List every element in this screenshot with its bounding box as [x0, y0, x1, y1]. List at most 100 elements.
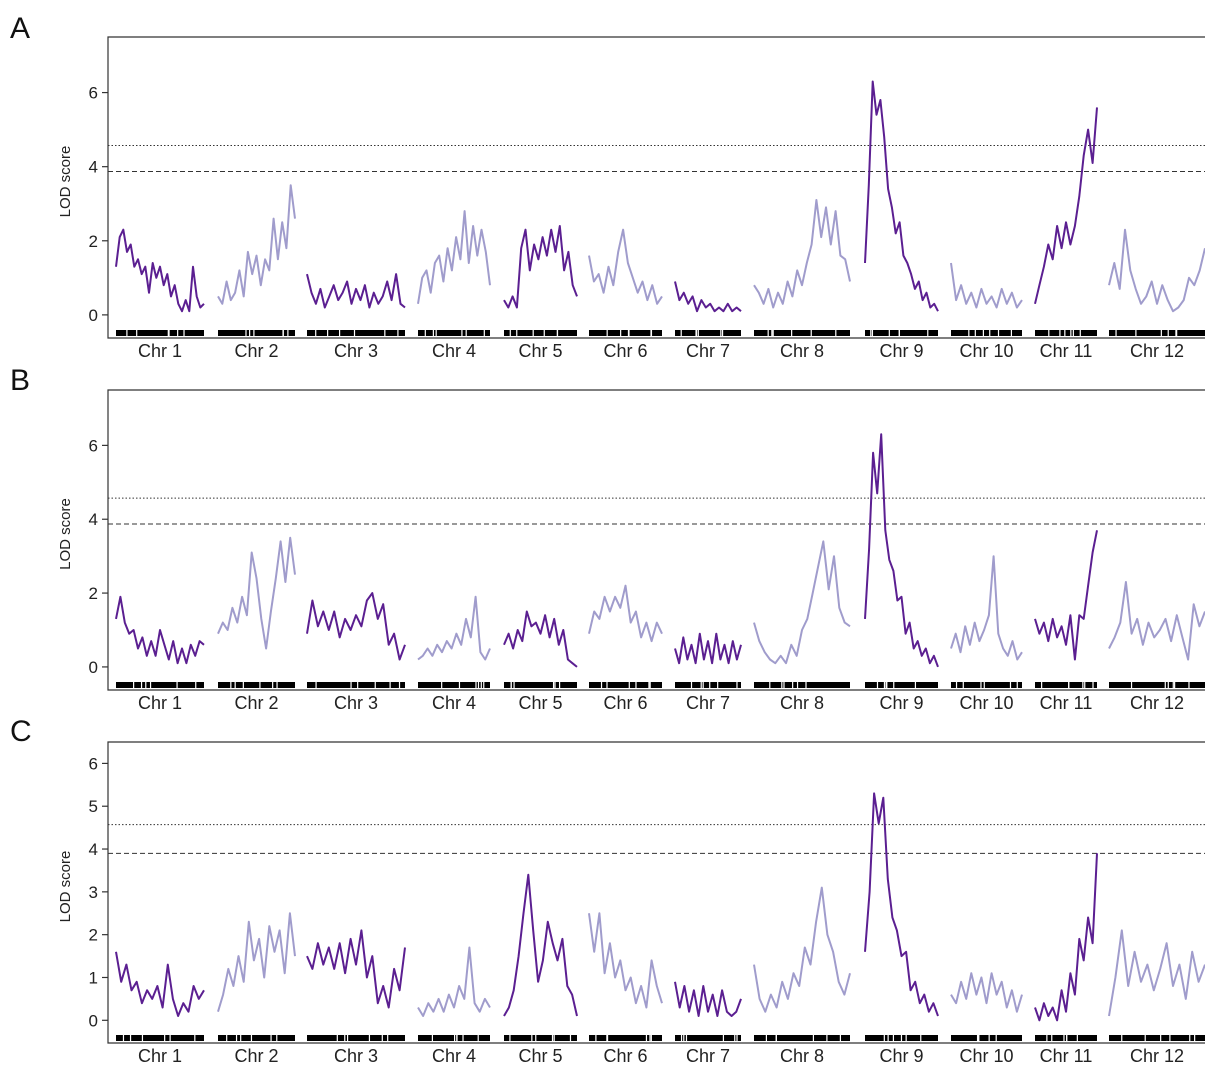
rug-gap	[805, 682, 807, 688]
rug-gap	[697, 330, 699, 336]
rug-gap	[680, 1035, 683, 1041]
rug-gap	[736, 1035, 738, 1041]
rug-gap	[1064, 330, 1066, 336]
rug-gap	[649, 682, 651, 688]
rug-gap	[1167, 330, 1169, 336]
rug-gap	[893, 682, 895, 688]
rug-gap	[982, 330, 984, 336]
plot-frame	[107, 389, 1205, 691]
rug-gap	[509, 330, 511, 336]
marker-rug-chr-4	[418, 330, 490, 336]
rug-gap	[791, 330, 793, 336]
lod-curve-chr-8	[753, 540, 851, 665]
rug-gap	[483, 682, 485, 688]
rug-gap	[627, 330, 630, 336]
rug-gap	[1048, 330, 1050, 336]
rug-gap	[357, 682, 359, 688]
rug-gap	[1130, 682, 1133, 688]
lod-curve-chr-12	[1108, 581, 1205, 661]
panel-b: B 0 2 4 6 LOD score Chr 1 Chr 2 Chr 3 Chr 4 Chr 5 C…	[10, 364, 1205, 713]
chr-label: Chr 12	[1130, 693, 1184, 713]
rug-gap	[1160, 1035, 1162, 1041]
y-tick-label: 4	[89, 510, 98, 529]
marker-rug-chr-9	[865, 682, 938, 688]
marker-rug-chr-12	[1109, 330, 1205, 336]
rug-gap	[989, 330, 991, 336]
rug-gap	[553, 1035, 555, 1041]
panel-label: B	[10, 364, 30, 397]
rug-gap	[1063, 1035, 1065, 1041]
y-tick-label: 5	[89, 797, 98, 816]
marker-rug-chr-9	[865, 330, 938, 336]
rug-gap	[620, 330, 622, 336]
marker-rug-chr-6	[589, 330, 662, 336]
lod-curve-chr-12	[1108, 228, 1205, 313]
chr-label: Chr 9	[879, 1046, 923, 1065]
rug-gap	[462, 1035, 464, 1041]
lod-curve-chr-6	[588, 584, 663, 643]
rug-gap	[242, 682, 244, 688]
rug-gap	[327, 330, 329, 336]
chr-label: Chr 10	[959, 341, 1013, 361]
rug-gap	[886, 682, 888, 688]
rug-gap	[424, 330, 426, 336]
rug-gap	[253, 330, 255, 336]
chr-label: Chr 10	[959, 693, 1013, 713]
lod-curve-chr-4	[417, 595, 491, 661]
chr-label: Chr 3	[334, 1046, 378, 1065]
lod-curve-chr-2	[217, 184, 296, 305]
rug-gap	[230, 682, 232, 688]
marker-rug-chr-1	[116, 330, 204, 336]
rug-gap	[962, 682, 964, 688]
rug-gap	[1084, 682, 1086, 688]
rug-gap	[920, 1035, 922, 1041]
rug-gap	[384, 330, 386, 336]
rug-gap	[1092, 682, 1094, 688]
rug-gap	[734, 1035, 736, 1041]
rug-gap	[680, 330, 682, 336]
rug-gap	[871, 330, 874, 336]
rug-gap	[635, 682, 637, 688]
rug-gap	[883, 682, 886, 688]
marker-rug-chr-5	[504, 1035, 577, 1041]
rug-gap	[368, 1035, 371, 1041]
lod-curve-chr-1	[115, 951, 205, 1017]
rug-gap	[980, 682, 982, 688]
rug-gap	[141, 1035, 144, 1041]
rug-gap	[249, 330, 251, 336]
chr-label: Chr 11	[1040, 693, 1093, 713]
rug-gap	[927, 330, 929, 336]
marker-rug-chr-7	[675, 1035, 741, 1041]
lod-curve-chr-1	[115, 595, 205, 665]
chr-label: Chr 7	[686, 1046, 730, 1065]
rug-gap	[169, 1035, 171, 1041]
rug-gap	[883, 1035, 885, 1041]
rug-gap	[968, 330, 970, 336]
rug-gap	[914, 682, 917, 688]
chr-label: Chr 6	[603, 693, 647, 713]
rug-gap	[344, 1035, 346, 1041]
rug-gap	[1164, 682, 1166, 688]
chr-label: Chr 3	[334, 693, 378, 713]
rug-gap	[1016, 682, 1018, 688]
rug-gap	[477, 1035, 479, 1041]
chr-label: Chr 12	[1130, 1046, 1184, 1065]
plot-frame	[107, 741, 1205, 1044]
rug-gap	[606, 330, 608, 336]
rug-gap	[702, 682, 704, 688]
rug-gap	[1188, 682, 1190, 688]
rug-gap	[1160, 330, 1162, 336]
rug-gap	[552, 682, 555, 688]
rug-gap	[510, 682, 512, 688]
rug-gap	[1072, 330, 1074, 336]
lod-curve-chr-8	[753, 199, 851, 309]
rug-gap	[783, 682, 785, 688]
rug-gap	[835, 330, 837, 336]
marker-rug-chr-6	[589, 682, 662, 688]
rug-gap	[1121, 1035, 1123, 1041]
rug-gap	[870, 330, 872, 336]
chr-label: Chr 6	[603, 341, 647, 361]
rug-gap	[606, 1035, 608, 1041]
lod-curve-chr-7	[674, 281, 742, 313]
y-tick-label: 2	[89, 232, 98, 251]
